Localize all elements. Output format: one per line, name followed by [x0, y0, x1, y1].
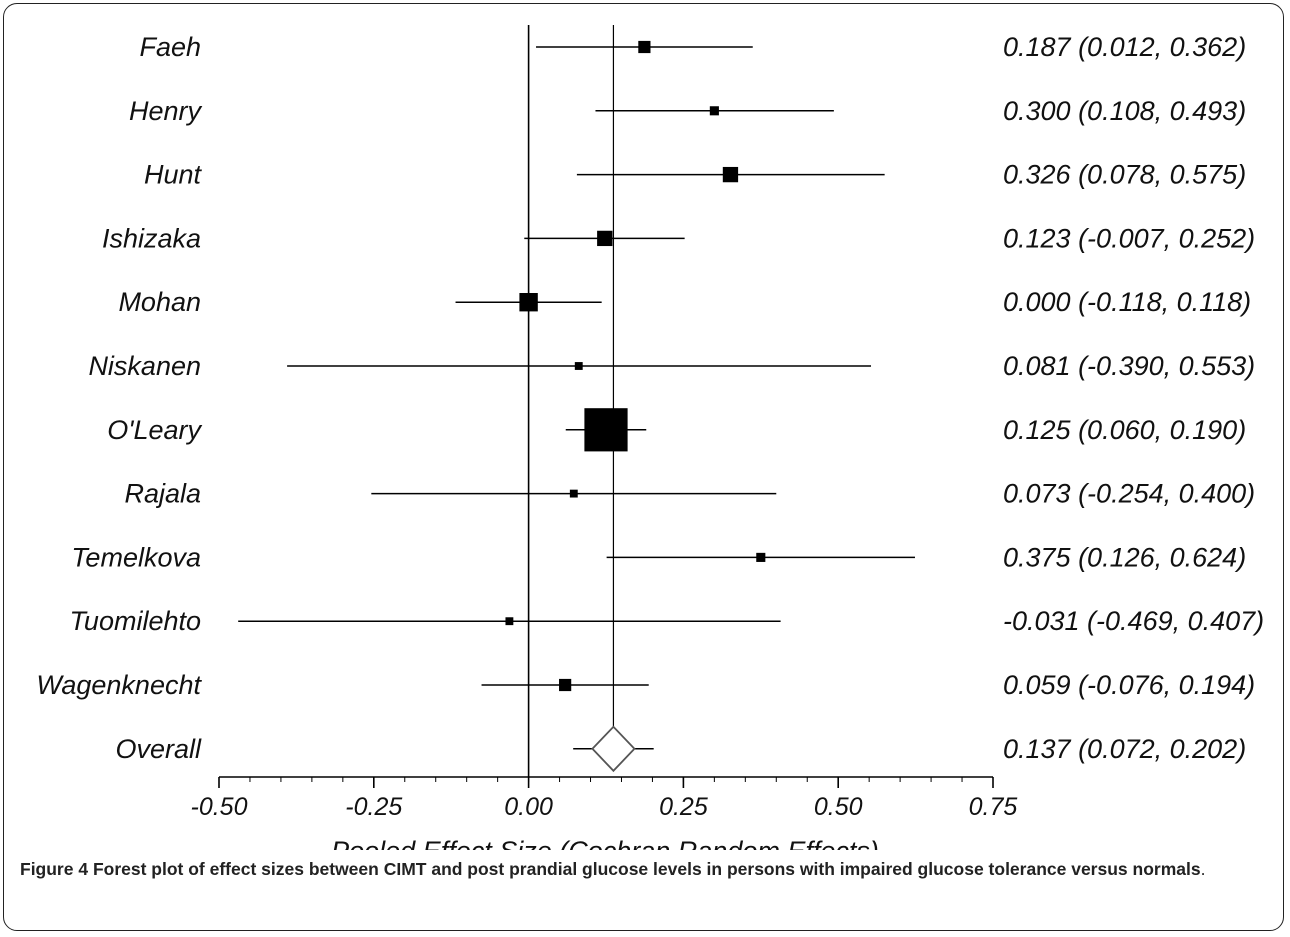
effect-size-value: 0.326 (0.078, 0.575)	[1003, 160, 1246, 190]
study-row: Niskanen 0.081 (-0.390, 0.553)	[88, 351, 1255, 381]
effect-size-value: 0.059 (-0.076, 0.194)	[1003, 670, 1255, 700]
effect-size-value: 0.375 (0.126, 0.624)	[1003, 542, 1246, 572]
effect-size-value: -0.031 (-0.469, 0.407)	[1003, 606, 1264, 636]
study-name: Tuomilehto	[69, 606, 201, 636]
study-name: Temelkova	[71, 542, 201, 572]
effect-size-value: 0.137 (0.072, 0.202)	[1003, 734, 1246, 764]
point-estimate	[559, 678, 572, 692]
overall-row: Overall 0.137 (0.072, 0.202)	[115, 725, 1246, 773]
study-row: Rajala 0.073 (-0.254, 0.400)	[124, 479, 1255, 509]
caption-period: .	[1200, 859, 1206, 879]
point-estimate	[638, 40, 651, 54]
x-tick-label: 0.25	[659, 793, 708, 821]
study-row: Mohan 0.000 (-0.118, 0.118)	[118, 287, 1251, 317]
study-name: Niskanen	[88, 351, 201, 381]
x-axis-label: Pooled Effect Size (Cochran Random Effec…	[331, 836, 879, 850]
point-estimate	[756, 552, 766, 562]
study-row: O'Leary 0.125 (0.060, 0.190)	[107, 408, 1246, 452]
x-tick-label: 0.50	[814, 793, 863, 821]
study-row: Henry 0.300 (0.108, 0.493)	[129, 96, 1246, 126]
figure-frame	[3, 3, 1284, 931]
study-row: Ishizaka 0.123 (-0.007, 0.252)	[102, 223, 1255, 253]
point-estimate	[584, 408, 628, 452]
point-estimate	[569, 489, 578, 498]
x-tick-label: 0.00	[504, 793, 553, 821]
point-estimate	[574, 362, 583, 370]
study-name: Hunt	[144, 160, 203, 190]
figure-caption: Figure 4 Forest plot of effect sizes bet…	[20, 856, 1275, 883]
study-row: Wagenknecht 0.059 (-0.076, 0.194)	[36, 670, 1255, 700]
effect-size-value: 0.000 (-0.118, 0.118)	[1003, 287, 1251, 317]
study-rows: Faeh 0.187 (0.012, 0.362) Henry 0.300 (0.10…	[36, 32, 1264, 773]
study-name: Faeh	[139, 32, 201, 62]
study-name: Mohan	[118, 287, 201, 317]
study-name: Overall	[115, 734, 202, 764]
study-row: Temelkova 0.375 (0.126, 0.624)	[71, 542, 1246, 572]
effect-size-value: 0.123 (-0.007, 0.252)	[1003, 223, 1255, 253]
point-estimate	[709, 106, 719, 116]
x-tick-label: -0.50	[191, 793, 248, 821]
effect-size-value: 0.300 (0.108, 0.493)	[1003, 96, 1246, 126]
study-name: Rajala	[124, 479, 201, 509]
caption-text: Forest plot of effect sizes between CIMT…	[92, 859, 1201, 879]
figure-label: Figure 4	[20, 859, 89, 879]
forest-plot: -0.50 -0.25 0.00 0.25 0.50 0.75 Faeh 0.187 (0.…	[36, 25, 1264, 850]
study-name: Wagenknecht	[36, 670, 202, 700]
effect-size-value: 0.187 (0.012, 0.362)	[1003, 32, 1246, 62]
point-estimate	[597, 230, 613, 247]
study-name: Ishizaka	[102, 223, 201, 253]
study-row: Hunt 0.326 (0.078, 0.575)	[144, 160, 1246, 190]
effect-size-value: 0.073 (-0.254, 0.400)	[1003, 479, 1255, 509]
overall-diamond	[591, 725, 636, 773]
study-row: Tuomilehto -0.031 (-0.469, 0.407)	[69, 606, 1264, 636]
point-estimate	[519, 293, 538, 312]
x-axis: -0.50 -0.25 0.00 0.25 0.50 0.75	[191, 25, 1018, 821]
point-estimate	[505, 617, 514, 626]
effect-size-value: 0.125 (0.060, 0.190)	[1003, 415, 1246, 445]
x-tick-label: -0.25	[345, 793, 402, 821]
point-estimate	[722, 166, 739, 183]
x-tick-label: 0.75	[969, 793, 1018, 821]
study-name: O'Leary	[107, 415, 202, 445]
effect-size-value: 0.081 (-0.390, 0.553)	[1003, 351, 1255, 381]
study-name: Henry	[129, 96, 203, 126]
study-row: Faeh 0.187 (0.012, 0.362)	[139, 32, 1246, 62]
